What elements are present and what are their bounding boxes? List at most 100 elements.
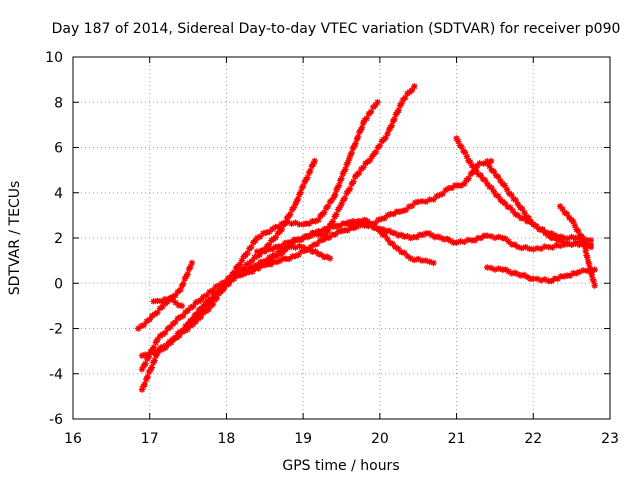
trace-marker — [505, 268, 512, 275]
trace-marker — [296, 242, 303, 250]
trace-marker — [281, 246, 288, 254]
data-point — [560, 239, 568, 246]
trace-marker — [296, 236, 304, 244]
trace-marker — [428, 232, 436, 239]
trace-marker — [356, 128, 363, 136]
x-tick-label: 23 — [601, 431, 619, 447]
trace-marker — [378, 215, 385, 223]
trace-marker — [473, 167, 480, 174]
trace-marker — [588, 271, 595, 279]
trace-marker — [233, 267, 241, 275]
data-point — [530, 246, 537, 253]
trace-marker — [187, 304, 194, 311]
trace-marker — [230, 269, 238, 276]
trace-marker — [533, 275, 541, 282]
trace-marker — [354, 133, 362, 141]
trace-marker — [523, 273, 531, 281]
trace-marker — [333, 186, 340, 194]
trace-marker — [370, 224, 377, 231]
data-point — [154, 336, 161, 344]
trace-marker — [401, 249, 408, 257]
trace-marker — [346, 185, 354, 192]
trace-marker — [548, 230, 555, 237]
trace-marker — [436, 191, 443, 199]
trace-marker — [564, 239, 572, 247]
trace-marker — [413, 233, 420, 241]
data-point — [587, 243, 595, 251]
trace-marker — [260, 230, 267, 237]
data-point — [284, 218, 291, 226]
trace-marker — [391, 115, 398, 123]
trace-marker — [174, 315, 182, 322]
data-point — [353, 223, 361, 230]
trace-marker — [505, 238, 512, 245]
data-point — [138, 352, 146, 359]
trace-marker — [363, 115, 370, 122]
trace-marker — [220, 281, 228, 288]
data-point — [269, 225, 276, 233]
x-tick-label: 18 — [218, 431, 236, 447]
y-tick-label: -4 — [49, 367, 63, 383]
trace-marker — [266, 254, 273, 261]
trace-marker — [159, 303, 166, 310]
trace-marker — [585, 260, 593, 268]
trace-marker — [384, 235, 391, 243]
series-track-9 — [345, 216, 437, 267]
trace-marker — [336, 222, 344, 230]
trace-marker — [548, 277, 555, 285]
data-point — [154, 347, 161, 355]
trace-marker — [290, 204, 297, 211]
trace-marker — [457, 238, 464, 245]
trace-marker — [287, 238, 295, 246]
trace-marker — [477, 234, 485, 242]
data-point — [330, 194, 338, 201]
trace-marker — [281, 220, 288, 227]
trace-marker — [255, 265, 262, 272]
trace-marker — [571, 222, 579, 229]
trace-marker — [570, 218, 577, 226]
trace-marker — [319, 236, 327, 244]
trace-marker — [422, 198, 430, 205]
data-point — [407, 234, 414, 242]
data-point — [461, 180, 468, 187]
trace-marker — [329, 218, 337, 225]
trace-marker — [501, 200, 509, 207]
trace-marker — [457, 182, 465, 189]
data-point — [215, 282, 222, 289]
trace-marker — [185, 265, 193, 273]
data-point — [384, 130, 391, 138]
trace-marker — [328, 196, 336, 204]
trace-marker — [250, 263, 258, 271]
data-point — [177, 286, 184, 294]
data-point — [484, 180, 491, 187]
data-point — [530, 275, 537, 282]
trace-marker — [557, 236, 565, 244]
trace-marker — [310, 160, 317, 168]
trace-marker — [244, 249, 251, 257]
data-point — [392, 243, 399, 251]
trace-marker — [349, 217, 357, 225]
trace-marker — [342, 220, 350, 227]
y-tick-label: 4 — [54, 186, 63, 202]
trace-marker — [502, 235, 509, 243]
trace-marker — [511, 269, 519, 276]
trace-marker — [272, 234, 279, 241]
trace-marker — [578, 233, 585, 240]
series-track-12 — [484, 264, 598, 285]
data-point — [330, 223, 338, 230]
trace-marker — [177, 313, 184, 321]
data-point — [345, 155, 353, 163]
trace-marker — [334, 184, 341, 191]
trace-marker — [237, 271, 244, 279]
trace-marker — [559, 205, 566, 213]
trace-marker — [350, 178, 357, 185]
trace-marker — [263, 257, 270, 264]
data-point — [556, 203, 564, 210]
data-point — [514, 271, 522, 278]
trace-marker — [533, 245, 541, 252]
trace-marker — [402, 206, 410, 214]
trace-marker — [157, 344, 164, 352]
trace-marker — [575, 227, 582, 235]
trace-marker — [184, 326, 191, 333]
trace-marker — [161, 329, 169, 337]
